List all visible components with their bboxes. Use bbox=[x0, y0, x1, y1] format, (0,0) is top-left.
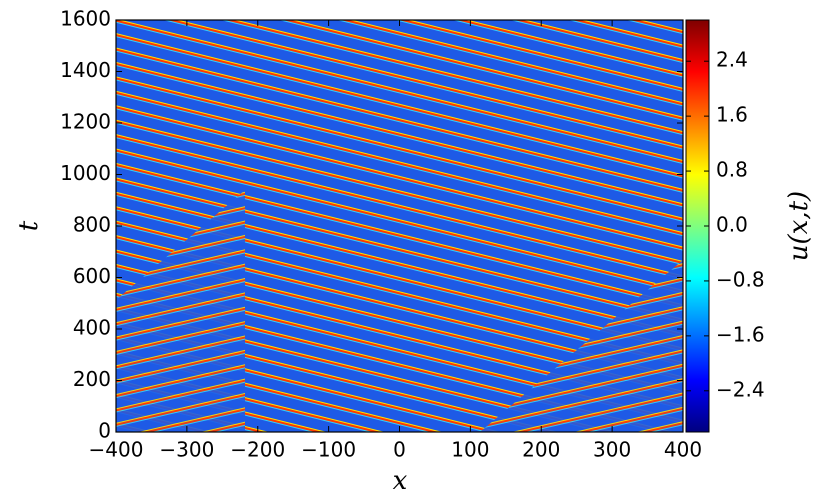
x-tick-label: 100 bbox=[451, 438, 489, 462]
y-axis-label: t bbox=[14, 220, 44, 231]
x-tick-label: 300 bbox=[593, 438, 631, 462]
x-tick-label: 0 bbox=[393, 438, 406, 462]
y-tick-label: 0 bbox=[98, 419, 111, 443]
x-tick-label: 400 bbox=[664, 438, 702, 462]
x-tick-label: −100 bbox=[301, 438, 356, 462]
colorbar-tick-label: −1.6 bbox=[716, 322, 765, 346]
x-axis-label: x bbox=[393, 466, 408, 496]
heatmap bbox=[116, 20, 683, 432]
y-tick-label: 1600 bbox=[60, 7, 111, 31]
field-pattern bbox=[480, 260, 683, 432]
colorbar-tick-label: 0.8 bbox=[716, 158, 748, 182]
colorbar-tick-label: −0.8 bbox=[716, 267, 765, 291]
y-tick-label: 1400 bbox=[60, 58, 111, 82]
y-tick-label: 1000 bbox=[60, 161, 111, 185]
y-tick-label: 800 bbox=[73, 213, 111, 237]
colorbar-tick-label: 0.0 bbox=[716, 213, 748, 237]
y-tick-label: 200 bbox=[73, 367, 111, 391]
colorbar-tick-label: −2.4 bbox=[716, 377, 765, 401]
x-tick-label: −300 bbox=[159, 438, 214, 462]
y-tick-label: 400 bbox=[73, 316, 111, 340]
x-tick-label: −200 bbox=[230, 438, 285, 462]
field-pattern bbox=[116, 190, 245, 432]
x-tick-label: 200 bbox=[522, 438, 560, 462]
colorbar-tick-label: 1.6 bbox=[716, 103, 748, 127]
colorbar-tick-label: 2.4 bbox=[716, 48, 748, 72]
colorbar-label: u(x,t) bbox=[784, 191, 814, 261]
x-tick-label: −400 bbox=[89, 438, 144, 462]
y-tick-label: 600 bbox=[73, 264, 111, 288]
y-tick-label: 1200 bbox=[60, 110, 111, 134]
